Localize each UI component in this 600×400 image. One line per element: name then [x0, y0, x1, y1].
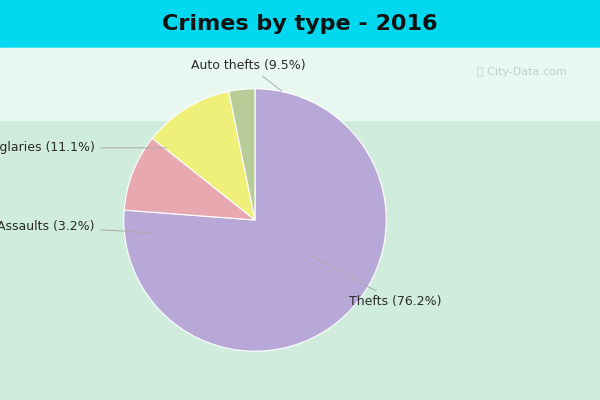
Text: Thefts (76.2%): Thefts (76.2%)	[307, 254, 442, 308]
Text: Auto thefts (9.5%): Auto thefts (9.5%)	[191, 59, 306, 91]
Text: Crimes by type - 2016: Crimes by type - 2016	[162, 14, 438, 34]
Wedge shape	[124, 138, 255, 220]
Text: Burglaries (11.1%): Burglaries (11.1%)	[0, 141, 167, 154]
Wedge shape	[229, 89, 255, 220]
Wedge shape	[152, 92, 255, 220]
Text: Assaults (3.2%): Assaults (3.2%)	[0, 220, 154, 233]
Wedge shape	[124, 89, 386, 351]
Text: ⓘ City-Data.com: ⓘ City-Data.com	[477, 67, 567, 77]
